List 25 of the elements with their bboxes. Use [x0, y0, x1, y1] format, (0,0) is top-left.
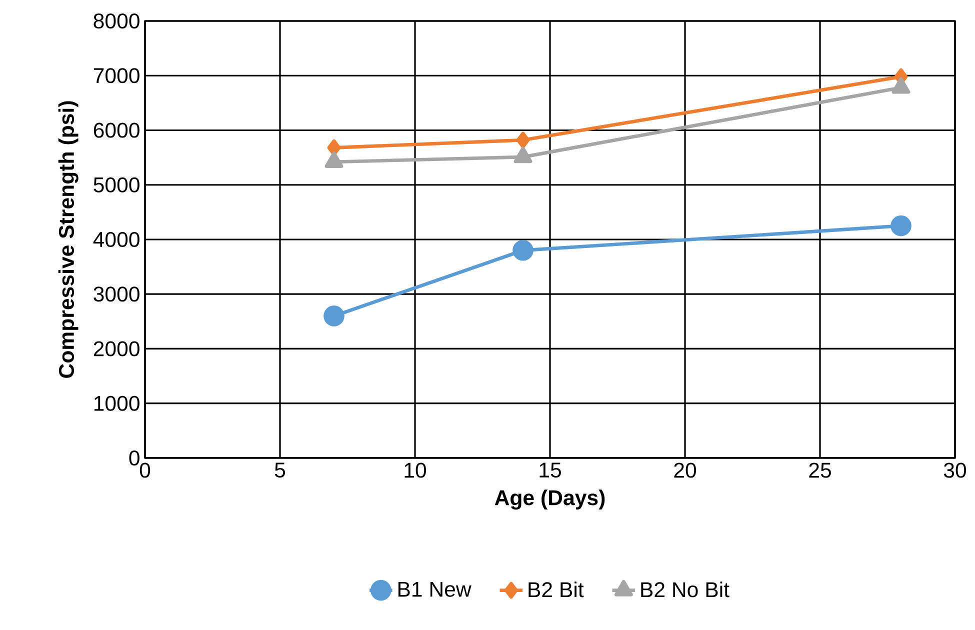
- legend-label: B2 No Bit: [641, 582, 730, 598]
- x-tick-label: 30: [944, 462, 966, 478]
- point: [512, 240, 534, 261]
- y-axis-title: Compressive Strength (psi): [58, 101, 78, 378]
- point: [516, 132, 530, 148]
- x-tick-label: 0: [140, 462, 150, 478]
- x-axis-title: Age (Days): [494, 490, 605, 510]
- y-tick-label: 7000: [94, 68, 140, 84]
- y-tick-label: 4000: [93, 232, 140, 248]
- legend-label: B2 Bit: [528, 582, 584, 598]
- y-tick-label: 6000: [94, 122, 140, 138]
- x-tick-label: 15: [540, 462, 561, 478]
- y-tick-label: 8000: [94, 13, 140, 29]
- y-tick-label: 2000: [94, 341, 140, 356]
- point: [324, 306, 344, 326]
- x-tick-label: 10: [404, 462, 426, 478]
- point: [890, 215, 912, 236]
- y-tick-label: 0: [129, 450, 140, 466]
- y-tick-label: 5000: [94, 177, 140, 192]
- x-tick-label: 25: [809, 462, 831, 478]
- legend-label: B1 New: [398, 582, 472, 597]
- y-tick-label: 1000: [94, 396, 140, 411]
- y-tick-label: 3000: [94, 286, 140, 302]
- x-tick-label: 5: [274, 462, 286, 478]
- x-tick-label: 20: [674, 462, 696, 478]
